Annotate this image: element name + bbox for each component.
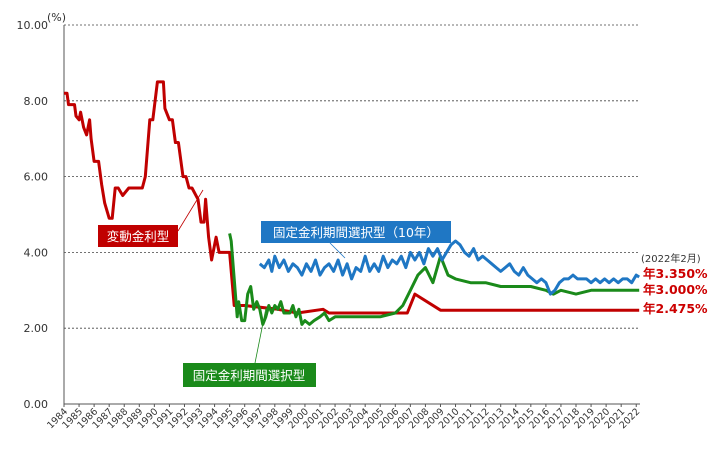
end-label-variable: 年2.475% bbox=[643, 301, 708, 316]
axes bbox=[63, 25, 640, 405]
y-tick-label: 6.00 bbox=[24, 171, 49, 184]
y-tick-label: 2.00 bbox=[24, 322, 49, 335]
series-label-box-variable: 変動金利型 bbox=[98, 225, 178, 247]
y-axis-unit-label: (%) bbox=[47, 11, 66, 24]
callout-leader-fixed bbox=[252, 307, 267, 374]
grid-lines bbox=[64, 24, 640, 329]
y-tick-label: 8.00 bbox=[24, 95, 49, 108]
y-tick-label: 10.00 bbox=[17, 19, 49, 32]
series-label-variable: 変動金利型 bbox=[107, 229, 170, 244]
callout-leader-10y bbox=[329, 242, 346, 259]
as-of-date-label: (2022年2月) bbox=[641, 252, 701, 265]
y-tick-label: 4.00 bbox=[24, 246, 49, 259]
end-label-10y: 年3.350% bbox=[643, 266, 708, 281]
series-label-box-10y: 固定金利期間選択型（10年） bbox=[261, 221, 451, 243]
y-tick-labels: 0.00 2.00 4.00 6.00 8.00 10.00 bbox=[17, 19, 49, 411]
series-label-fixed: 固定金利期間選択型 bbox=[193, 368, 306, 383]
series-label-box-fixed: 固定金利期間選択型 bbox=[183, 363, 316, 387]
end-label-fixed: 年3.000% bbox=[643, 282, 708, 297]
series-line-variable bbox=[64, 80, 640, 315]
y-tick-label: 0.00 bbox=[24, 398, 49, 411]
series-label-10y: 固定金利期間選択型（10年） bbox=[273, 225, 439, 240]
series-line-fixed bbox=[228, 233, 640, 326]
series-lines bbox=[64, 80, 641, 326]
series-line-10y bbox=[258, 239, 641, 296]
x-tick-labels: 1984198519861987198819891990199119921993… bbox=[45, 404, 642, 431]
callout-leader-variable bbox=[177, 189, 204, 232]
